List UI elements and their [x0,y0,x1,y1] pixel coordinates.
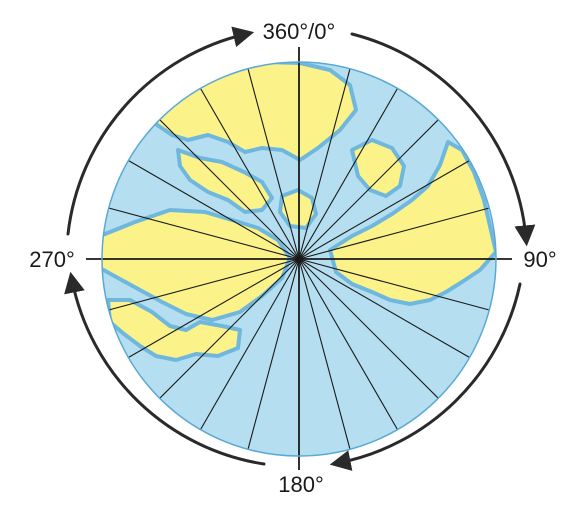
label-west-270: 270° [29,247,75,272]
pole-point [296,256,302,262]
arrow-west-to-north [66,26,255,236]
arrow-south-to-west [64,271,266,466]
meridian-line [298,258,490,311]
label-south-180: 180° [278,472,324,497]
meridian-line [159,258,300,399]
meridian-line [108,258,300,311]
meridian-line [298,258,439,399]
label-east-90: 90° [523,247,556,272]
meridian-line [298,258,351,450]
meridian-line [298,119,439,260]
landmass-west [102,208,292,322]
island-center [278,188,318,230]
landmass-east [328,140,496,306]
landmass-southwest [106,298,242,362]
meridian-line [298,160,470,260]
meridian-line [128,258,300,358]
arrow-east-to-south [329,282,522,471]
label-north-360-0: 360°/0° [263,19,336,44]
landmass-northwest [176,148,274,214]
meridian-line [108,207,300,260]
meridian-line [298,207,490,260]
meridian-line [298,88,398,260]
meridian-line [247,258,300,450]
meridian-line [298,258,470,358]
globe-outline [101,61,497,457]
landmass-northeast [350,138,406,198]
rotation-arrows [64,26,536,471]
meridian-line [200,88,300,260]
meridian-line [200,258,300,430]
meridian-line [159,119,300,260]
meridian-lines [108,68,490,450]
meridian-line [298,68,351,260]
meridian-line [247,68,300,260]
arrow-north-to-east [350,32,536,247]
meridian-line [298,258,398,430]
meridian-line [128,160,300,260]
